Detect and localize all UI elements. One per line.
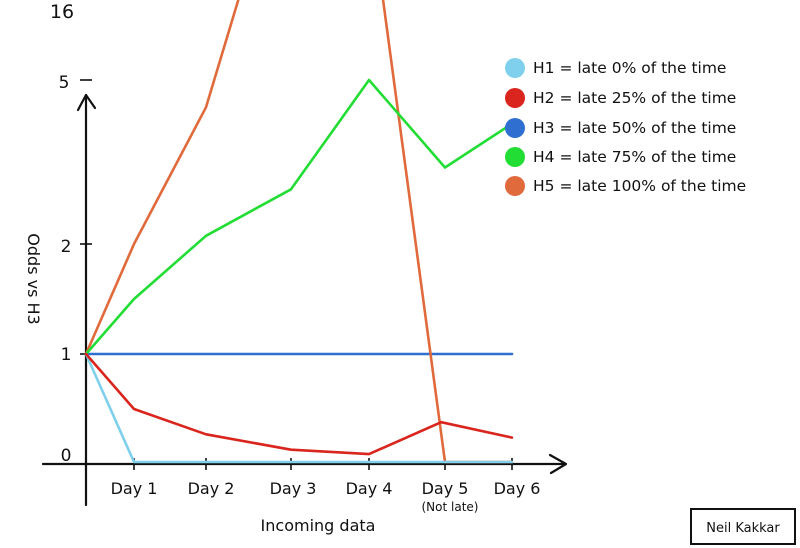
y-tick-label: 5 <box>59 73 70 93</box>
y-tick-label: 1 <box>61 345 72 365</box>
attribution-box: Neil Kakkar <box>690 508 796 545</box>
y-axis-title: Odds vs H3 <box>24 233 43 324</box>
y-axis-arrow <box>76 93 97 112</box>
x-tick-label-day-4: Day 4 <box>346 479 393 498</box>
y-tick-label: 2 <box>61 237 72 257</box>
x-tick-label-day-1: Day 1 <box>111 479 158 498</box>
x-tick-marks <box>133 458 513 470</box>
legend-marker-h4 <box>505 147 525 167</box>
x-tick-label-day-5: Day 5 <box>422 479 469 498</box>
series-line-h5 <box>84 0 514 464</box>
legend: H1 = late 0% of the time H2 = late 25% o… <box>505 58 746 196</box>
y-tick-labels: 0 1 2 5 16 <box>50 1 74 466</box>
legend-marker-h3 <box>505 118 525 138</box>
legend-label-h5: H5 = late 100% of the time <box>533 177 746 195</box>
x-axis-arrow <box>548 453 568 475</box>
legend-label-h4: H4 = late 75% of the time <box>533 148 736 166</box>
x-tick-label-day-2: Day 2 <box>188 479 235 498</box>
legend-marker-h5 <box>505 176 525 196</box>
x-axis-title: Incoming data <box>261 516 376 535</box>
legend-marker-h2 <box>505 88 525 108</box>
x-tick-sublabel-not-late: (Not late) <box>422 500 479 514</box>
series-line-h4 <box>84 78 514 356</box>
y-tick-label: 16 <box>50 1 74 23</box>
x-tick-labels: Day 1 Day 2 Day 3 Day 4 Day 5 (Not late)… <box>111 479 541 514</box>
legend-marker-h1 <box>505 58 525 78</box>
x-tick-label-day-3: Day 3 <box>270 479 317 498</box>
attribution-text: Neil Kakkar <box>706 521 780 536</box>
series-line-h1 <box>84 352 514 464</box>
series-line-h2 <box>84 352 514 456</box>
legend-label-h1: H1 = late 0% of the time <box>533 59 726 77</box>
series-layer <box>84 0 514 464</box>
x-tick-label-day-6: Day 6 <box>494 479 541 498</box>
legend-label-h3: H3 = late 50% of the time <box>533 119 736 137</box>
legend-label-h2: H2 = late 25% of the time <box>533 89 736 107</box>
y-tick-label: 0 <box>61 446 72 466</box>
